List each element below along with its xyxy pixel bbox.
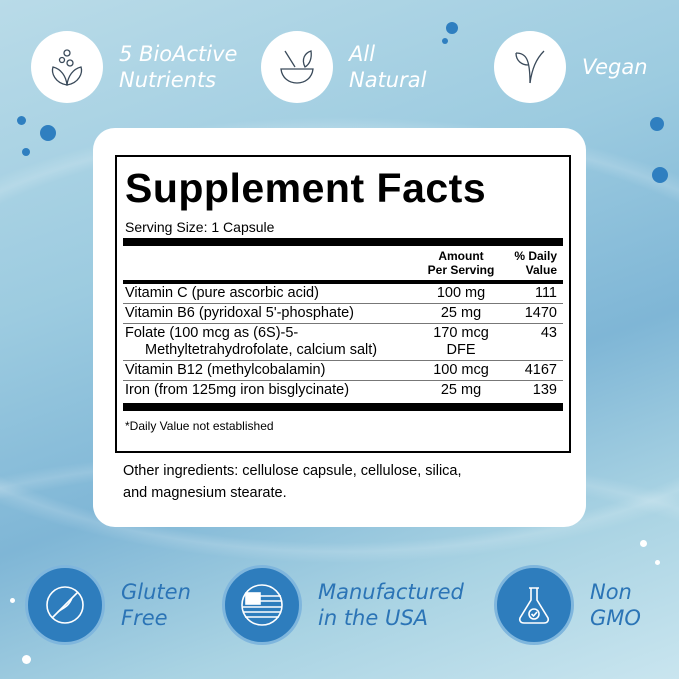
nutrient-name: Vitamin B12 (methylcobalamin) bbox=[123, 360, 419, 381]
badge-label: Nutrients bbox=[119, 68, 217, 92]
badge-label: GMO bbox=[590, 606, 641, 630]
nutrient-amount: 25 mg bbox=[419, 303, 503, 324]
decor-dot bbox=[22, 148, 30, 156]
nutrient-dv: 43 bbox=[503, 323, 563, 361]
nutrient-name: Folate (100 mcg as (6S)-5- bbox=[125, 325, 299, 341]
nutrient-amount: 170 mcg bbox=[433, 325, 489, 341]
badge-label: Manufactured bbox=[318, 580, 464, 604]
badge-gluten-free: Gluten Free bbox=[25, 565, 191, 645]
decor-dot bbox=[640, 540, 647, 547]
badge-label: Free bbox=[121, 606, 168, 630]
divider bbox=[123, 280, 563, 284]
header-amount: Amount bbox=[438, 249, 484, 263]
table-row: Vitamin B6 (pyridoxal 5'-phosphate) 25 mg… bbox=[123, 303, 563, 324]
table-row: Vitamin B12 (methylcobalamin) 100 mcg 4167 bbox=[123, 360, 563, 381]
footnote: *Daily Value not established bbox=[125, 419, 274, 433]
table-row: Iron (from 125mg iron bisglycinate) 25 mg… bbox=[123, 381, 563, 401]
decor-dot bbox=[40, 125, 56, 141]
badge-all-natural: All Natural bbox=[261, 31, 426, 103]
nutrient-table: Amount Per Serving % Daily Value Vitamin C … bbox=[123, 246, 563, 400]
badge-label: in the USA bbox=[318, 606, 429, 630]
nutrients-leaf-icon bbox=[31, 31, 103, 103]
nutrient-amount: 100 mcg bbox=[419, 360, 503, 381]
decor-dot bbox=[650, 117, 664, 131]
nutrient-name: Methyltetrahydrofolate, calcium salt) bbox=[145, 342, 378, 358]
facts-title: Supplement Facts bbox=[125, 165, 487, 211]
nutrient-name: Vitamin B6 (pyridoxal 5'-phosphate) bbox=[123, 303, 419, 324]
header-dv: Value bbox=[525, 263, 557, 277]
header-amount: Per Serving bbox=[427, 263, 495, 277]
gluten-free-icon bbox=[25, 565, 105, 645]
decor-dot bbox=[655, 560, 660, 565]
mortar-pestle-icon bbox=[261, 31, 333, 103]
nutrient-dv: 4167 bbox=[503, 360, 563, 381]
badge-label: Gluten bbox=[121, 580, 191, 604]
nutrient-dv: 111 bbox=[503, 284, 563, 304]
nutrient-amount: 100 mg bbox=[419, 284, 503, 304]
nutrient-name: Iron (from 125mg iron bisglycinate) bbox=[125, 382, 350, 398]
nutrient-dv: 139 bbox=[532, 382, 557, 398]
nutrient-dv: 1470 bbox=[503, 303, 563, 324]
supplement-facts-panel: Supplement Facts Serving Size: 1 Capsule… bbox=[115, 155, 571, 453]
decor-dot bbox=[442, 38, 448, 44]
table-row: Folate (100 mcg as (6S)-5- Methyltetrahyd… bbox=[123, 323, 563, 361]
table-row: Vitamin C (pure ascorbic acid) 100 mg 111 bbox=[123, 284, 563, 304]
badge-bioactive-nutrients: 5 BioActive Nutrients bbox=[31, 31, 237, 103]
serving-size: Serving Size: 1 Capsule bbox=[125, 219, 275, 235]
other-ingredients-line: Other ingredients: cellulose capsule, ce… bbox=[123, 463, 462, 479]
nutrient-name: Vitamin C (pure ascorbic acid) bbox=[123, 284, 419, 304]
nutrient-amount: DFE bbox=[446, 342, 476, 358]
decor-dot bbox=[10, 598, 15, 603]
non-gmo-flask-icon bbox=[494, 565, 574, 645]
badge-vegan: Vegan bbox=[494, 31, 648, 103]
decor-dot bbox=[22, 655, 31, 664]
nutrient-amount: 25 mg bbox=[440, 382, 482, 398]
supplement-facts-card: Supplement Facts Serving Size: 1 Capsule… bbox=[93, 128, 586, 527]
decor-dot bbox=[17, 116, 26, 125]
badge-label: All bbox=[349, 42, 376, 66]
badge-non-gmo: Non GMO bbox=[494, 565, 641, 645]
decor-dot bbox=[652, 167, 668, 183]
usa-flag-icon bbox=[222, 565, 302, 645]
decor-dot bbox=[446, 22, 458, 34]
vegan-leaf-icon bbox=[494, 31, 566, 103]
badge-label: 5 BioActive bbox=[119, 42, 238, 66]
badge-made-in-usa: Manufactured in the USA bbox=[222, 565, 464, 645]
divider bbox=[123, 238, 563, 246]
badge-label: Vegan bbox=[582, 55, 648, 79]
divider bbox=[123, 403, 563, 411]
header-dv: % Daily bbox=[514, 249, 557, 263]
other-ingredients: Other ingredients: cellulose capsule, ce… bbox=[123, 460, 563, 504]
badge-label: Non bbox=[590, 580, 632, 604]
badge-label: Natural bbox=[349, 68, 427, 92]
other-ingredients-line: and magnesium stearate. bbox=[123, 485, 287, 501]
